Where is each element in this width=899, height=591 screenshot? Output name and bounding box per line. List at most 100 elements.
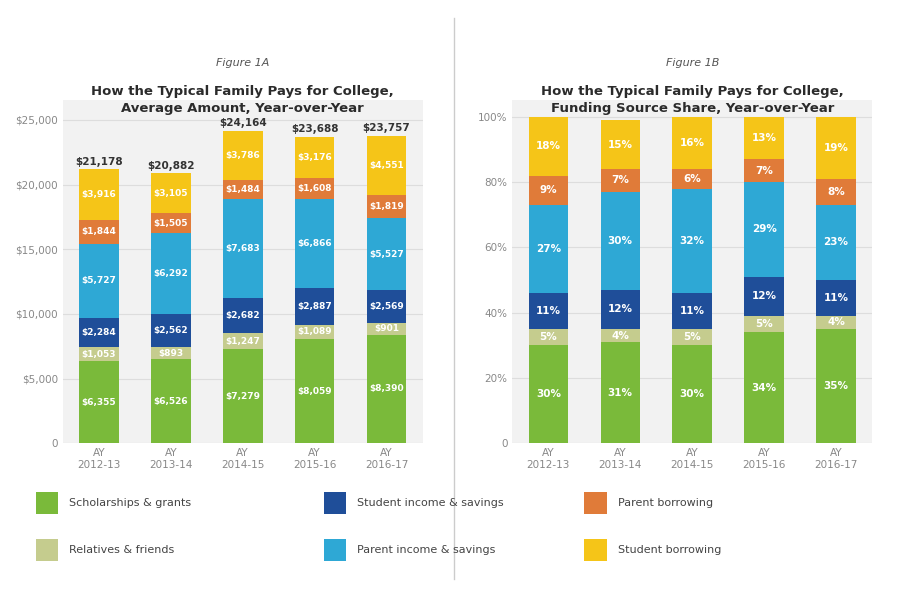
Text: $1,484: $1,484 bbox=[226, 185, 260, 194]
Bar bbox=[601, 120, 640, 169]
Text: $2,569: $2,569 bbox=[369, 302, 404, 311]
Text: $23,757: $23,757 bbox=[362, 124, 411, 134]
Bar bbox=[816, 329, 856, 443]
Text: $1,247: $1,247 bbox=[226, 336, 260, 346]
Bar bbox=[816, 179, 856, 205]
Text: $3,916: $3,916 bbox=[82, 190, 116, 199]
Text: 29%: 29% bbox=[752, 225, 777, 235]
Text: $5,527: $5,527 bbox=[369, 249, 404, 259]
Bar bbox=[744, 316, 784, 332]
Text: 16%: 16% bbox=[680, 138, 705, 148]
Bar bbox=[601, 329, 640, 342]
Bar bbox=[367, 195, 406, 218]
Bar bbox=[151, 359, 191, 443]
Bar bbox=[151, 173, 191, 213]
Bar bbox=[295, 339, 334, 443]
Bar bbox=[151, 348, 191, 359]
Text: 30%: 30% bbox=[536, 389, 561, 400]
Bar bbox=[816, 205, 856, 280]
Text: $6,292: $6,292 bbox=[154, 269, 188, 278]
Bar bbox=[744, 332, 784, 443]
Text: 35%: 35% bbox=[823, 381, 849, 391]
Bar bbox=[529, 117, 568, 176]
Text: 7%: 7% bbox=[755, 165, 773, 176]
Text: 9%: 9% bbox=[539, 185, 557, 195]
Text: 23%: 23% bbox=[823, 238, 849, 248]
Text: How the Typical Family Pays for College,
Funding Source Share, Year-over-Year: How the Typical Family Pays for College,… bbox=[541, 68, 843, 115]
Text: $1,053: $1,053 bbox=[82, 350, 116, 359]
Bar bbox=[744, 182, 784, 277]
Text: 18%: 18% bbox=[536, 141, 561, 151]
Text: 6%: 6% bbox=[683, 174, 701, 184]
Bar bbox=[79, 169, 119, 220]
Bar bbox=[672, 169, 712, 189]
Text: 27%: 27% bbox=[536, 244, 561, 254]
Text: $2,682: $2,682 bbox=[226, 311, 260, 320]
Text: 12%: 12% bbox=[608, 304, 633, 314]
Text: $4,551: $4,551 bbox=[369, 161, 404, 170]
Bar bbox=[529, 345, 568, 443]
Bar bbox=[672, 293, 712, 329]
Text: 15%: 15% bbox=[608, 139, 633, 150]
Bar bbox=[79, 220, 119, 244]
Bar bbox=[79, 244, 119, 318]
Bar bbox=[223, 131, 263, 180]
Text: 5%: 5% bbox=[683, 332, 701, 342]
Text: $3,176: $3,176 bbox=[298, 153, 332, 162]
Text: 5%: 5% bbox=[539, 332, 557, 342]
Text: Student income & savings: Student income & savings bbox=[357, 498, 503, 508]
Text: 30%: 30% bbox=[608, 236, 633, 246]
Bar bbox=[223, 298, 263, 333]
Text: 13%: 13% bbox=[752, 133, 777, 143]
Text: $7,683: $7,683 bbox=[226, 244, 260, 253]
Text: 19%: 19% bbox=[823, 143, 849, 153]
Bar bbox=[816, 280, 856, 316]
Text: 7%: 7% bbox=[611, 176, 629, 186]
Text: $5,727: $5,727 bbox=[82, 277, 116, 285]
Text: 11%: 11% bbox=[823, 293, 849, 303]
Text: Parent income & savings: Parent income & savings bbox=[357, 545, 495, 555]
Text: 31%: 31% bbox=[608, 388, 633, 398]
Text: 4%: 4% bbox=[827, 317, 845, 327]
Text: $1,844: $1,844 bbox=[82, 228, 116, 236]
Bar bbox=[529, 205, 568, 293]
Bar bbox=[529, 329, 568, 345]
Bar bbox=[151, 314, 191, 348]
Bar bbox=[151, 213, 191, 233]
Text: 11%: 11% bbox=[680, 306, 705, 316]
Bar bbox=[295, 137, 334, 178]
Text: 8%: 8% bbox=[827, 187, 845, 197]
Bar bbox=[601, 192, 640, 290]
Text: $6,866: $6,866 bbox=[298, 239, 332, 248]
Bar bbox=[367, 218, 406, 290]
Text: $1,089: $1,089 bbox=[298, 327, 332, 336]
Bar bbox=[367, 323, 406, 335]
Bar bbox=[79, 318, 119, 348]
Bar bbox=[295, 199, 334, 288]
Text: 4%: 4% bbox=[611, 330, 629, 340]
Bar bbox=[367, 136, 406, 195]
Bar bbox=[529, 176, 568, 205]
Text: $1,505: $1,505 bbox=[154, 219, 188, 228]
Text: $2,284: $2,284 bbox=[82, 328, 116, 337]
Bar bbox=[672, 189, 712, 293]
Text: $8,390: $8,390 bbox=[369, 385, 404, 394]
Text: 34%: 34% bbox=[752, 383, 777, 393]
Bar bbox=[223, 349, 263, 443]
Bar bbox=[367, 290, 406, 323]
Bar bbox=[295, 325, 334, 339]
Bar bbox=[601, 342, 640, 443]
Bar bbox=[223, 180, 263, 199]
Text: $1,819: $1,819 bbox=[369, 202, 404, 211]
Bar bbox=[529, 293, 568, 329]
Text: 12%: 12% bbox=[752, 291, 777, 301]
Text: Relatives & friends: Relatives & friends bbox=[69, 545, 174, 555]
Text: Parent borrowing: Parent borrowing bbox=[618, 498, 713, 508]
Bar bbox=[223, 199, 263, 298]
Text: $2,887: $2,887 bbox=[298, 302, 332, 311]
Text: $6,526: $6,526 bbox=[154, 397, 188, 405]
Text: 5%: 5% bbox=[755, 319, 773, 329]
Text: 32%: 32% bbox=[680, 236, 705, 246]
Bar bbox=[816, 316, 856, 329]
Text: Student borrowing: Student borrowing bbox=[618, 545, 721, 555]
